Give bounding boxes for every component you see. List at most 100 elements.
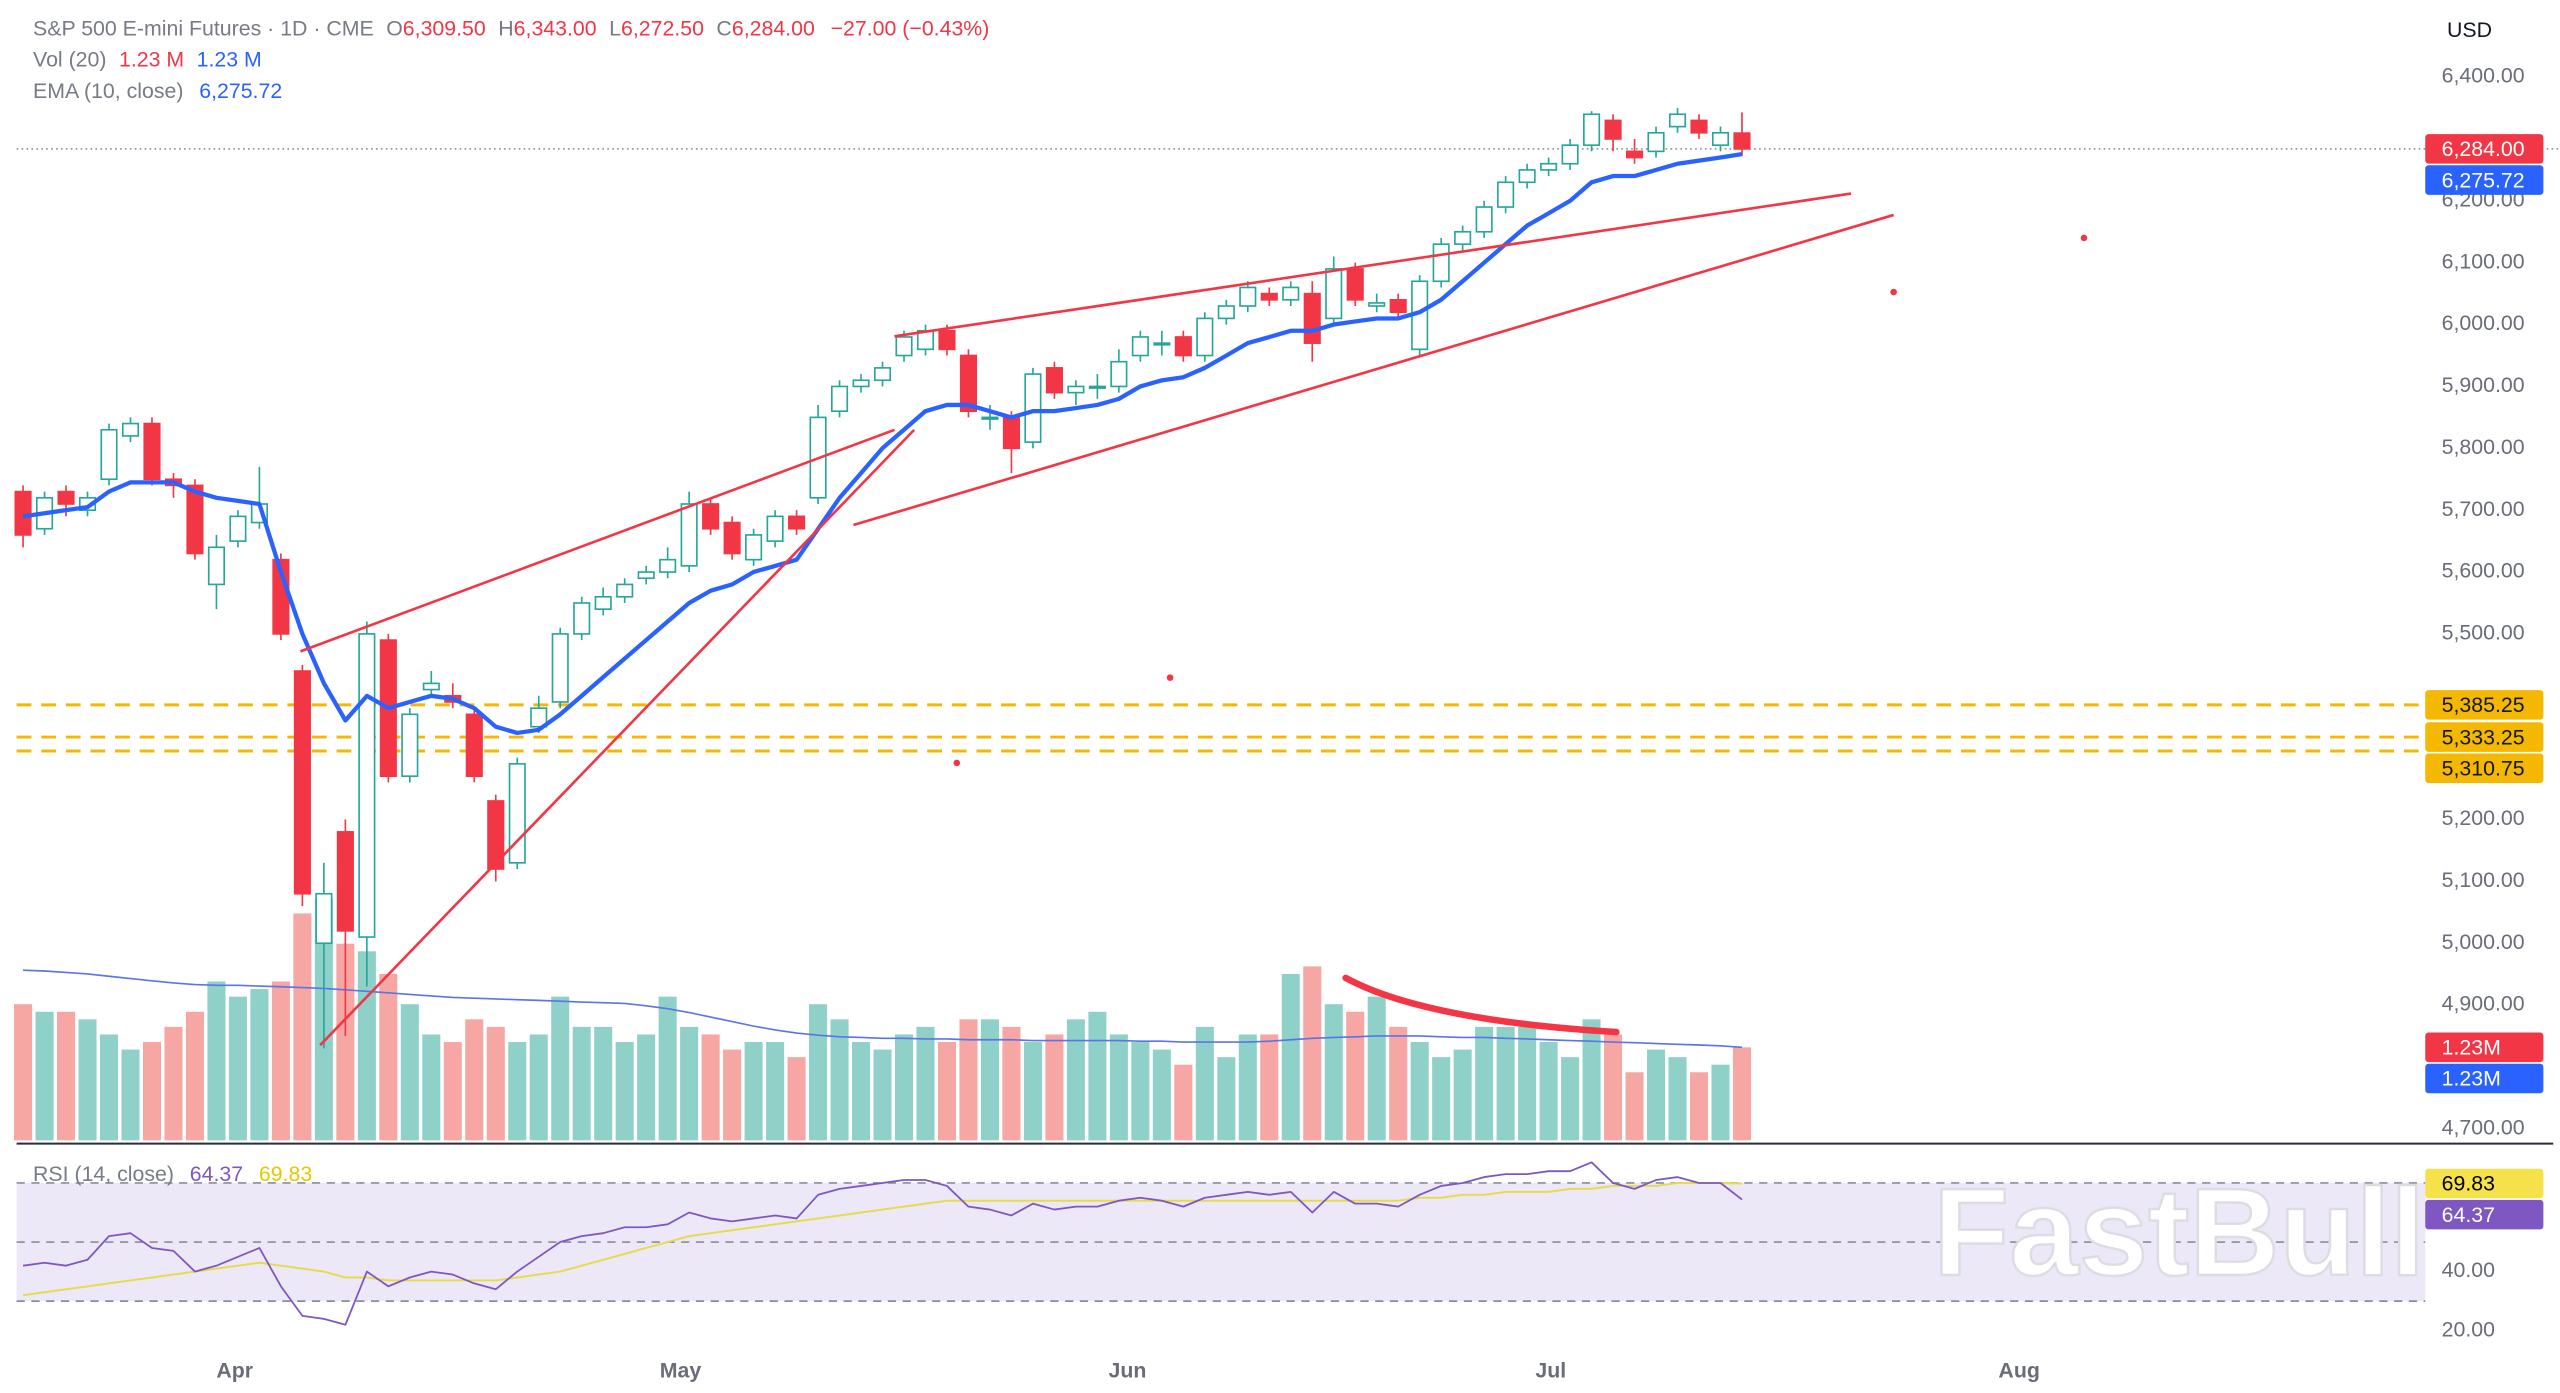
price-tag-label: 64.37 [2442,1203,2495,1227]
candle-body [1368,302,1386,307]
y-tick-label: 5,800.00 [2442,435,2525,459]
legend-label: RSI (14, close) [33,1161,174,1185]
volume-bar [787,1057,806,1141]
volume-bar [1367,996,1386,1141]
candle-body [852,379,870,388]
x-tick-label: Apr [216,1358,253,1382]
price-tag [2425,753,2544,784]
y-tick-label: 5,500.00 [2442,621,2525,645]
candle-body [1045,367,1063,394]
rsi-tick-label: 20.00 [2442,1317,2495,1341]
y-tick-label: 5,200.00 [2442,806,2525,830]
candle-body [1733,132,1751,150]
candle-body [401,713,419,778]
volume-bar [809,1004,828,1141]
candle-body [1196,317,1214,357]
volume-bar [250,989,269,1141]
candle-body [616,583,634,598]
candle-body [1303,292,1321,344]
candle-body [895,336,913,357]
candle-body [1346,268,1364,301]
price-tag [2425,1063,2544,1094]
candle-body [1217,305,1235,320]
volume-bar [529,1034,548,1141]
x-tick-label: Jun [1109,1358,1147,1382]
volume-bar [744,1042,763,1141]
volume-bar [1303,966,1322,1141]
price-tag-label: 5,385.25 [2442,693,2525,717]
volume-bar [357,951,376,1141]
legend-label: Vol (20) [33,47,106,71]
volume-bar [1238,1034,1257,1141]
candle-body [1583,113,1601,146]
candle-body [1024,373,1042,443]
currency: USD [2447,18,2492,42]
candle-body [1668,113,1687,128]
candle-body [1647,131,1665,153]
candle-body [1239,286,1257,307]
volume-bar [830,1019,849,1141]
volume-bar [1217,1057,1236,1141]
y-tick-label: 5,900.00 [2442,373,2525,397]
trend-line [319,428,916,1047]
volume-bar [959,1019,978,1141]
symbol: S&P 500 E-mini Futures · 1D · CME [33,16,374,40]
volume-bar [1088,1011,1107,1141]
volume-bar [594,1026,613,1141]
back-layer: 6,400.006,200.006,100.006,000.005,900.00… [14,64,2560,1382]
candle-body [981,416,999,420]
dot [2080,234,2088,242]
front-layer: 6,284.00 6,275.72 5,385.25 5,333.25 5,310.75… [14,108,2544,1230]
candle-body [551,633,569,703]
volume-bar [916,1026,935,1141]
ohlc-label: O [386,16,403,40]
volume-bar [228,996,247,1141]
legend-value: 1.23 M [119,47,184,71]
y-tick-label: 4,900.00 [2442,992,2525,1016]
y-tick-label: 5,100.00 [2442,868,2525,892]
volume-bar [57,1011,76,1141]
y-tick-label: 5,700.00 [2442,497,2525,521]
candle-body [1110,360,1128,388]
change: −27.00 (−0.43%) [831,16,990,40]
candle-body [1625,150,1644,159]
rsi-line [22,1161,1743,1326]
trend-line [853,213,1895,527]
volume-bar [572,1026,591,1141]
rsi-ma-line [22,1181,1743,1297]
volume-bar [1281,973,1300,1141]
drawing-dots [953,234,2088,767]
price-tag-label: 1.23M [2442,1067,2501,1091]
volume-bar [1582,1019,1601,1141]
volume-bar [1711,1064,1730,1141]
candle-body [1282,286,1300,301]
ohlc-label: H [498,16,513,40]
volume-bar [1668,1057,1687,1141]
candle-body [680,503,698,567]
price-tag-label: 69.83 [2442,1172,2495,1196]
candle-body [422,682,440,691]
candle-body [702,503,720,530]
volume-bar [680,1026,699,1141]
volume-bar [1539,1042,1558,1141]
candle-body [186,484,204,555]
volume-bar [422,1034,441,1141]
volume-bar [1647,1049,1666,1141]
y-tick-label: 6,400.00 [2442,64,2525,88]
volume-bar [1453,1049,1472,1141]
volume-bar [1346,1011,1365,1141]
candle-body [1174,336,1192,357]
candle-body [100,428,118,481]
rsi-legend: RSI (14, close) 64.37 69.83 [33,1161,312,1185]
volume-bar [207,981,226,1141]
volume-bar [766,1042,785,1141]
candle-body [1002,416,1020,450]
candle-body [229,515,247,542]
volume-bar [1518,1026,1537,1141]
volume-bar [164,1026,183,1141]
volume-bar [723,1049,742,1141]
volume-bar [35,1011,54,1141]
volume-bar [637,1034,656,1141]
candle-body [1454,230,1472,245]
volume-bar [1045,1034,1064,1141]
